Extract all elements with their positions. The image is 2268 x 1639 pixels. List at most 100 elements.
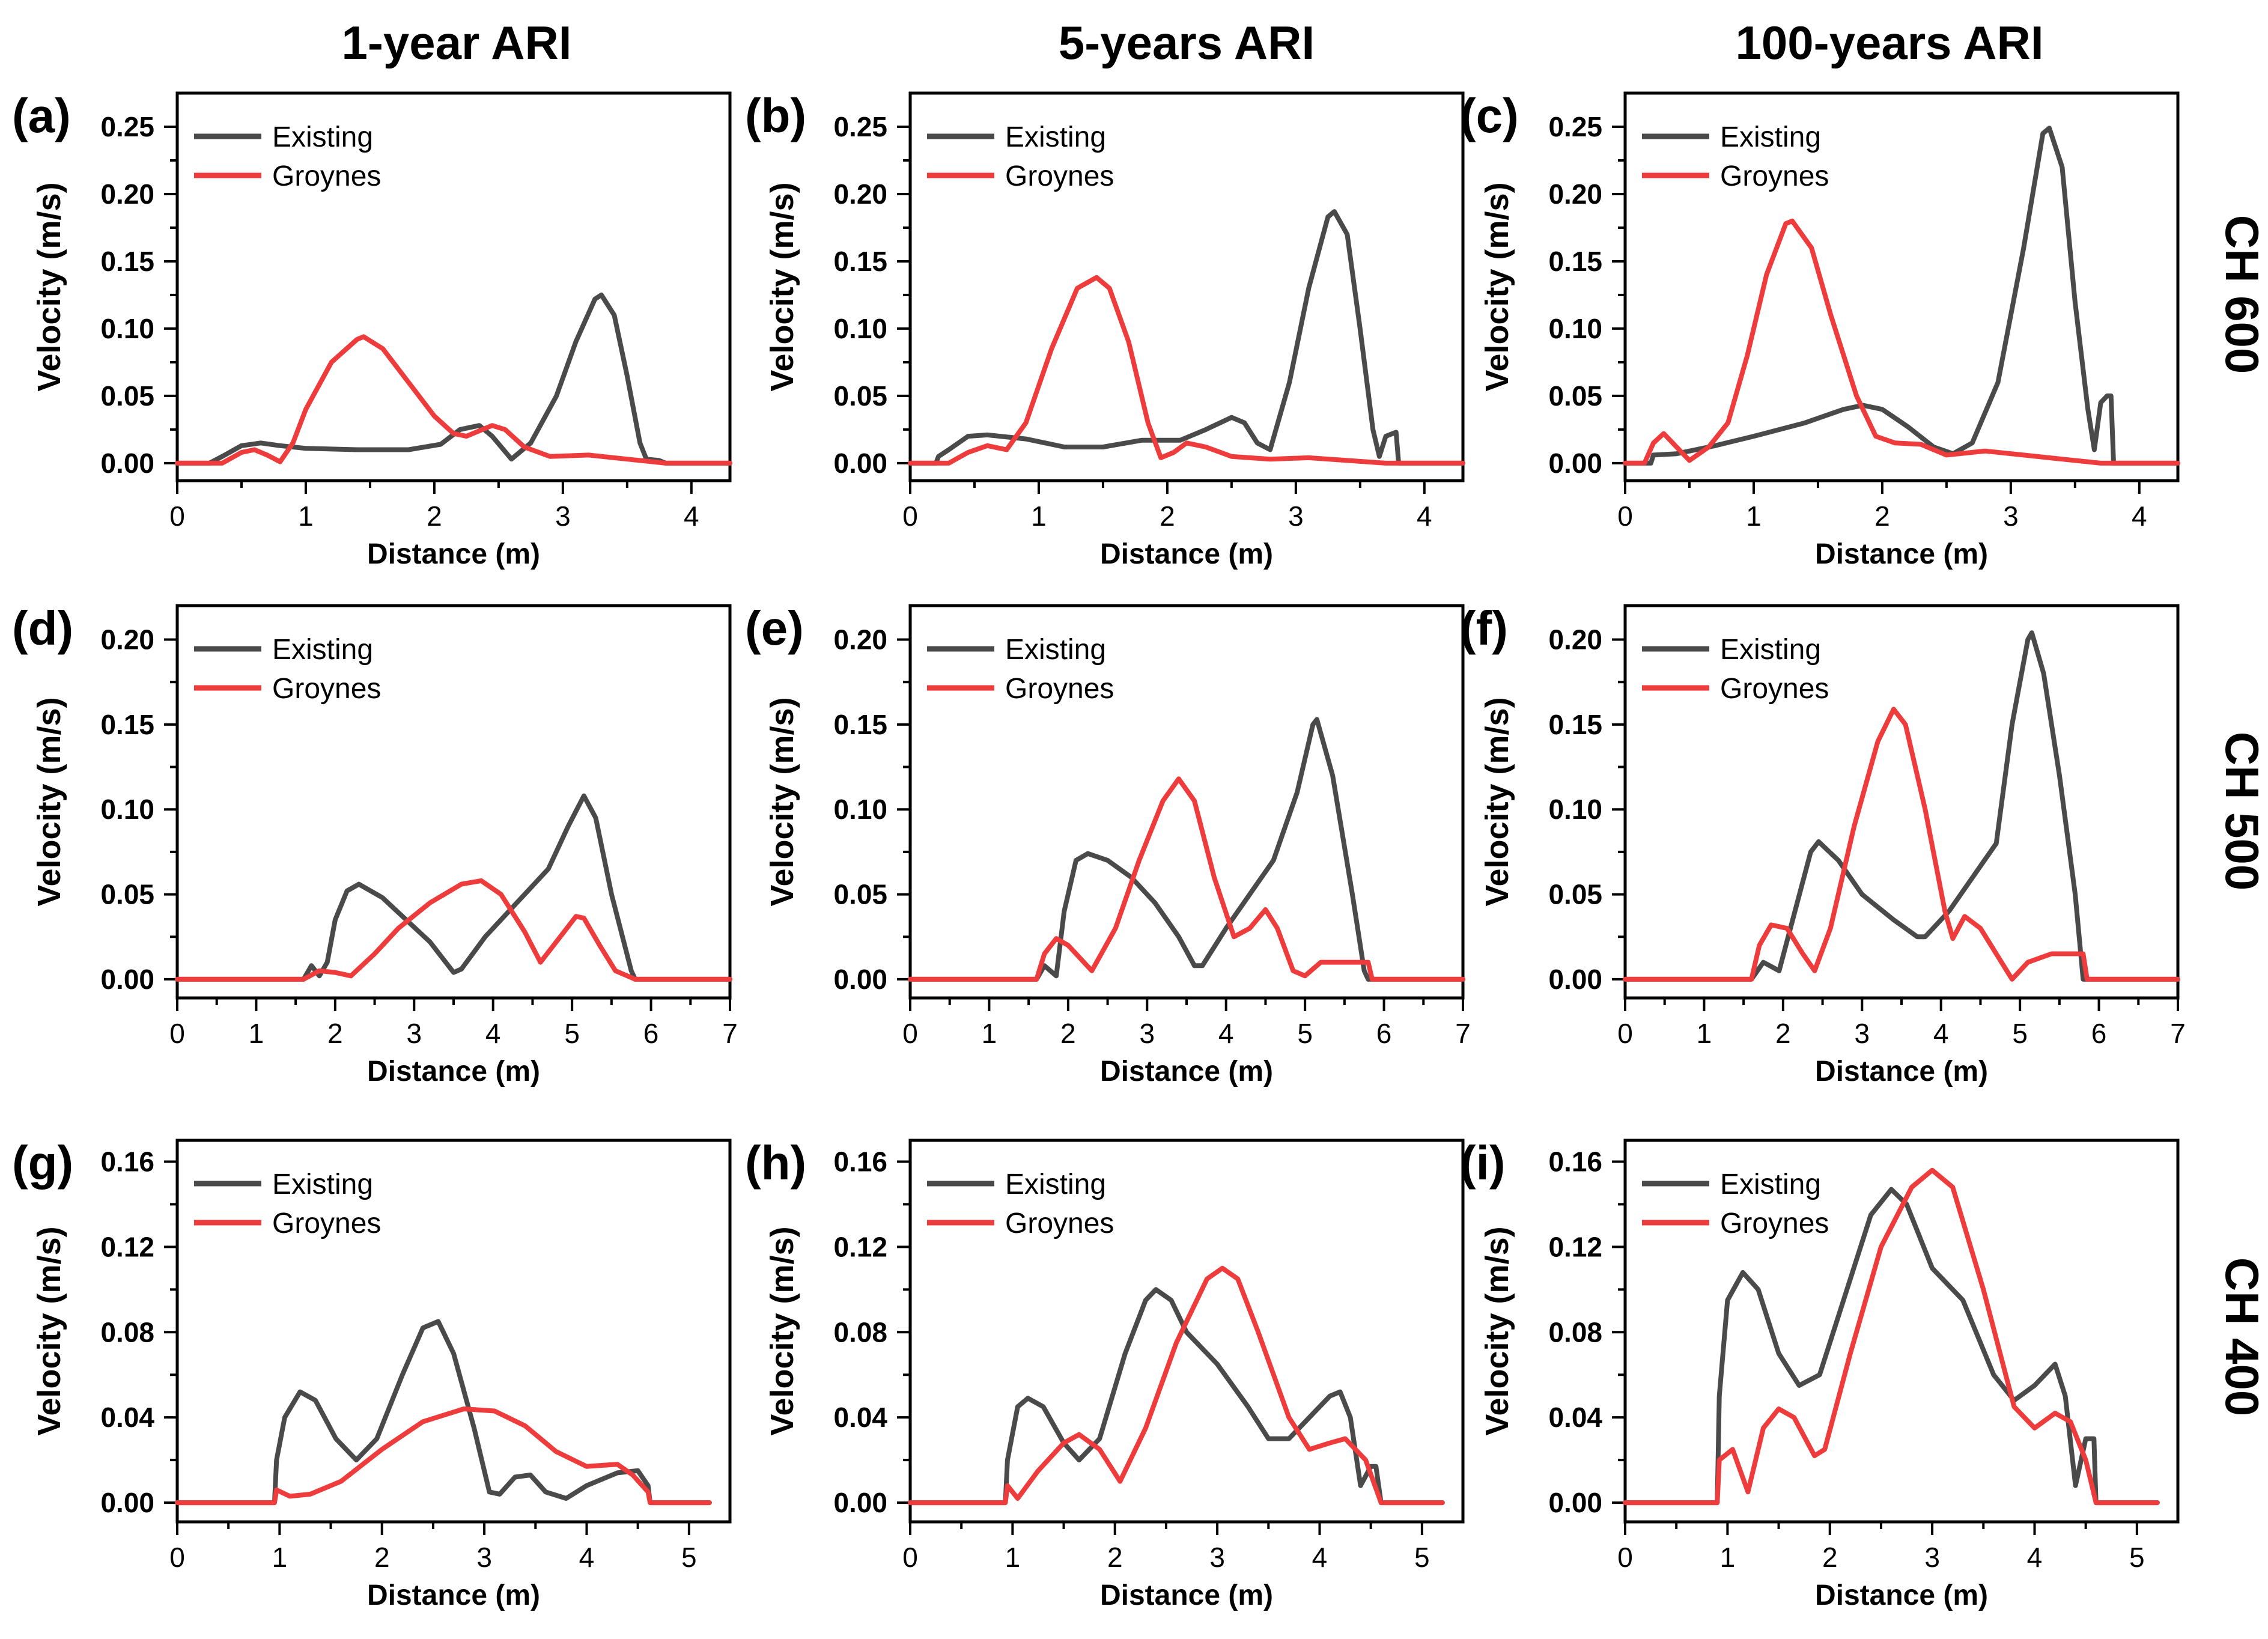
y-tick-label: 0.15 [1548, 709, 1602, 740]
x-tick-label: 3 [406, 1018, 422, 1049]
x-tick-label: 5 [564, 1018, 580, 1049]
panel-label: (e) [745, 601, 804, 655]
column-header: 1-year ARI [342, 16, 572, 69]
y-tick-label: 0.00 [1548, 1487, 1602, 1518]
x-tick-label: 4 [2132, 500, 2147, 532]
series-line-existing [1623, 630, 2180, 982]
y-axis-title: Velocity (m/s) [31, 182, 67, 391]
panel-label: (a) [12, 89, 71, 142]
x-axis-title: Distance (m) [1100, 538, 1273, 570]
x-tick-label: 5 [681, 1542, 697, 1573]
legend-label: Existing [1720, 634, 1821, 666]
x-tick-label: 4 [1933, 1018, 1949, 1049]
y-tick-label: 0.05 [1548, 879, 1602, 910]
y-tick-label: 0.10 [833, 313, 887, 344]
x-tick-label: 1 [1720, 1542, 1736, 1573]
plot-frame [175, 604, 732, 1000]
y-tick-label: 0.15 [833, 709, 887, 740]
legend-label: Groynes [1005, 160, 1114, 192]
y-tick-label: 0.12 [1548, 1231, 1602, 1262]
y-tick-label: 0.16 [100, 1146, 154, 1177]
column-header: 100-years ARI [1735, 16, 2043, 69]
series-line-groynes [908, 776, 1465, 982]
x-tick-label: 4 [684, 500, 699, 532]
y-tick-label: 0.04 [833, 1402, 887, 1433]
x-tick-label: 2 [1822, 1542, 1838, 1573]
legend-label: Existing [272, 1169, 373, 1200]
x-tick-label: 0 [1617, 1018, 1633, 1049]
chart-panel: (a) 0 1 2 3 4 0.00 0.05 0.10 0.15 0.20 0.25 Distance… [12, 89, 732, 570]
panel-label: (d) [12, 601, 73, 655]
y-tick-label: 0.00 [833, 448, 887, 479]
y-tick-label: 0.10 [833, 794, 887, 825]
legend-label: Existing [1005, 1169, 1106, 1200]
y-tick-label: 0.05 [1548, 380, 1602, 412]
y-tick-label: 0.20 [1548, 178, 1602, 210]
series-line-groynes [175, 334, 732, 466]
x-tick-label: 7 [1455, 1018, 1471, 1049]
y-tick-label: 0.12 [833, 1231, 887, 1262]
y-tick-label: 0.00 [1548, 964, 1602, 995]
y-axis-title: Velocity (m/s) [1479, 182, 1515, 391]
series-line-groynes [175, 1406, 712, 1506]
x-tick-label: 0 [169, 1542, 185, 1573]
y-tick-label: 0.20 [833, 178, 887, 210]
y-tick-label: 0.05 [100, 380, 154, 412]
x-tick-label: 2 [374, 1542, 390, 1573]
x-axis-title: Distance (m) [1815, 1056, 1988, 1087]
series-line-existing [1623, 126, 2180, 466]
panel-label: (c) [1460, 89, 1519, 142]
y-tick-label: 0.05 [833, 380, 887, 412]
series-line-groynes [1623, 218, 2180, 466]
chart-panel: (g) 0 1 2 3 4 5 0.00 0.04 0.08 0.12 0.16 Distance (m… [12, 1136, 732, 1611]
x-tick-label: 5 [1414, 1542, 1430, 1573]
legend-label: Groynes [1005, 1208, 1114, 1239]
series-line-existing [908, 209, 1465, 466]
y-tick-label: 0.10 [100, 313, 154, 344]
y-tick-label: 0.25 [1548, 111, 1602, 142]
x-tick-label: 5 [2012, 1018, 2028, 1049]
x-tick-label: 1 [982, 1018, 997, 1049]
x-tick-label: 0 [1617, 500, 1633, 532]
plot-frame [1623, 604, 2180, 1000]
x-tick-label: 1 [1005, 1542, 1021, 1573]
x-tick-label: 5 [2129, 1542, 2145, 1573]
y-axis-title: Velocity (m/s) [764, 1226, 800, 1435]
x-tick-label: 1 [1746, 500, 1762, 532]
x-tick-label: 0 [1617, 1542, 1633, 1573]
y-axis-title: Velocity (m/s) [1479, 1226, 1515, 1435]
panel-label: (h) [745, 1136, 806, 1190]
chart-panel: (f) 0 1 2 3 4 5 6 7 0.00 0.05 0.10 0.15 0.20 Distance … [1460, 601, 2186, 1087]
y-tick-label: 0.10 [1548, 313, 1602, 344]
x-tick-label: 3 [476, 1542, 492, 1573]
x-tick-label: 3 [1209, 1542, 1225, 1573]
chart-panel: (h) 0 1 2 3 4 5 0.00 0.04 0.08 0.12 0.16 Distance (m… [745, 1136, 1465, 1611]
x-tick-label: 2 [1775, 1018, 1791, 1049]
series-line-groynes [908, 275, 1465, 466]
x-tick-label: 2 [427, 500, 442, 532]
chart-panel: (e) 0 1 2 3 4 5 6 7 0.00 0.05 0.10 0.15 0.20 Distance … [745, 601, 1471, 1087]
x-tick-label: 0 [902, 500, 918, 532]
y-tick-label: 0.08 [100, 1316, 154, 1348]
legend-label: Groynes [272, 160, 381, 192]
x-axis-title: Distance (m) [1815, 538, 1988, 570]
x-tick-label: 0 [902, 1542, 918, 1573]
x-tick-label: 0 [902, 1018, 918, 1049]
x-tick-label: 0 [169, 500, 185, 532]
x-tick-label: 2 [1160, 500, 1175, 532]
legend-label: Groynes [272, 1208, 381, 1239]
x-axis-title: Distance (m) [1100, 1056, 1273, 1087]
y-axis-title: Velocity (m/s) [31, 1226, 67, 1435]
plot-frame [908, 91, 1465, 482]
y-tick-label: 0.04 [1548, 1402, 1602, 1433]
x-tick-label: 3 [1288, 500, 1304, 532]
row-label: CH 600 [2216, 215, 2268, 374]
x-tick-label: 4 [2027, 1542, 2043, 1573]
series-line-groynes [1623, 1167, 2160, 1506]
panel-label: (i) [1460, 1136, 1506, 1190]
x-tick-label: 1 [298, 500, 314, 532]
y-tick-label: 0.10 [1548, 794, 1602, 825]
y-axis-title: Velocity (m/s) [764, 182, 800, 391]
plot-frame [908, 604, 1465, 1000]
